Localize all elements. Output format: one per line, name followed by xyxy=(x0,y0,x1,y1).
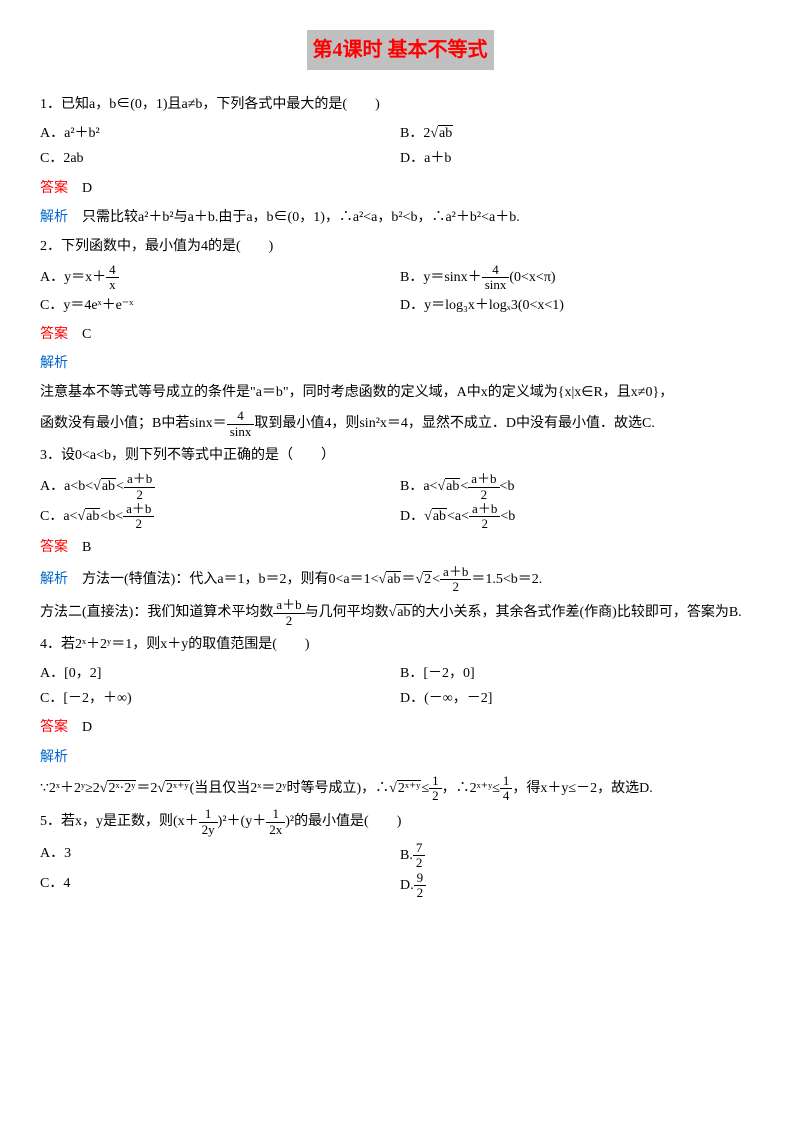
q4-answer: 答案 D xyxy=(40,715,760,740)
q4-opt-c: C．[－2，＋∞) xyxy=(40,686,400,711)
sqrt-icon: 2ˣ·2ʸ xyxy=(100,776,137,801)
fraction: 12 xyxy=(429,774,442,804)
fraction: 72 xyxy=(413,841,426,871)
q5-opt-d: D.92 xyxy=(400,871,760,901)
q2-analysis-label: 解析 xyxy=(40,351,760,376)
q4-options: A．[0，2] B．[－2，0] C．[－2，＋∞) D．(－∞，－2] xyxy=(40,661,760,711)
fraction: 92 xyxy=(414,871,427,901)
fraction: 4x xyxy=(106,263,119,293)
q1-options: A．a²＋b² B．2ab C．2ab D．a＋b xyxy=(40,121,760,171)
q2-opt-b: B．y＝sinx＋4sinx(0<x<π) xyxy=(400,263,760,293)
q2-answer: 答案 C xyxy=(40,322,760,347)
fraction: a＋b2 xyxy=(468,472,499,502)
q5-stem: 5．若x，y是正数，则(x＋12y)²＋(y＋12x)²的最小值是( ) xyxy=(40,807,760,837)
q2-analysis-2: 函数没有最小值；B中若sinx＝4sinx取到最小值4，则sin²x＝4，显然不… xyxy=(40,409,760,439)
sqrt-icon: ab xyxy=(437,474,460,499)
q1-stem: 1．已知a，b∈(0，1)且a≠b，下列各式中最大的是( ) xyxy=(40,92,760,117)
q4-opt-d: D．(－∞，－2] xyxy=(400,686,760,711)
sqrt-icon: ab xyxy=(389,600,412,625)
q4-opt-b: B．[－2，0] xyxy=(400,661,760,686)
q1-analysis: 解析 只需比较a²＋b²与a＋b.由于a，b∈(0，1)，∴a²<a，b²<b，… xyxy=(40,205,760,230)
fraction: 4sinx xyxy=(227,409,255,439)
sqrt-icon: ab xyxy=(93,474,116,499)
q3-options: A．a<b<ab<a＋b2 B．a<ab<a＋b2<b C．a<ab<b<a＋b… xyxy=(40,472,760,531)
q2-opt-c: C．y＝4eˣ＋e⁻ˣ xyxy=(40,293,400,318)
q2-analysis-1: 注意基本不等式等号成立的条件是"a＝b"，同时考虑函数的定义域，A中x的定义域为… xyxy=(40,380,760,405)
fraction: a＋b2 xyxy=(123,502,154,532)
fraction: a＋b2 xyxy=(440,565,471,595)
q1-opt-c: C．2ab xyxy=(40,146,400,171)
q4-stem: 4．若2ˣ＋2ʸ＝1，则x＋y的取值范围是( ) xyxy=(40,632,760,657)
sqrt-icon: ab xyxy=(379,567,402,592)
q5-opt-c: C．4 xyxy=(40,871,400,901)
sqrt-icon: 2ˣ⁺ʸ xyxy=(389,776,421,801)
q3-answer: 答案 B xyxy=(40,535,760,560)
q1-opt-a: A．a²＋b² xyxy=(40,121,400,146)
fraction: a＋b2 xyxy=(124,472,155,502)
q5-opt-b: B.72 xyxy=(400,841,760,871)
sqrt-icon: 2ˣ⁺ʸ xyxy=(157,776,189,801)
fraction: 4sinx xyxy=(482,263,510,293)
fraction: 12x xyxy=(266,807,285,837)
q3-stem: 3．设0<a<b，则下列不等式中正确的是（ ） xyxy=(40,443,760,468)
sqrt-icon: ab xyxy=(424,504,447,529)
sqrt-icon: 2 xyxy=(415,567,432,592)
q5-options: A．3 B.72 C．4 D.92 xyxy=(40,841,760,900)
q1-opt-b: B．2ab xyxy=(400,121,760,146)
q3-opt-d: D．ab<a<a＋b2<b xyxy=(400,502,760,532)
sqrt-icon: ab xyxy=(430,121,453,146)
q1-answer: 答案 D xyxy=(40,176,760,201)
q1-opt-d: D．a＋b xyxy=(400,146,760,171)
q2-opt-a: A．y＝x＋4x xyxy=(40,263,400,293)
q4-analysis-label: 解析 xyxy=(40,745,760,770)
q5-opt-a: A．3 xyxy=(40,841,400,871)
q3-opt-b: B．a<ab<a＋b2<b xyxy=(400,472,760,502)
q4-opt-a: A．[0，2] xyxy=(40,661,400,686)
q3-opt-c: C．a<ab<b<a＋b2 xyxy=(40,502,400,532)
q4-analysis: ∵2ˣ＋2ʸ≥22ˣ·2ʸ＝22ˣ⁺ʸ(当且仅当2ˣ＝2ʸ时等号成立)，∴2ˣ⁺… xyxy=(40,774,760,804)
fraction: 12y xyxy=(199,807,218,837)
title-wrap: 第4课时 基本不等式 xyxy=(40,30,760,82)
q2-stem: 2．下列函数中，最小值为4的是( ) xyxy=(40,234,760,259)
q2-opt-d: D．y＝log₃x＋logₓ3(0<x<1) xyxy=(400,293,760,318)
fraction: a＋b2 xyxy=(273,598,304,628)
q3-opt-a: A．a<b<ab<a＋b2 xyxy=(40,472,400,502)
fraction: 14 xyxy=(500,774,513,804)
fraction: a＋b2 xyxy=(469,502,500,532)
q3-analysis-1: 解析 方法一(特值法)：代入a＝1，b＝2，则有0<a＝1<ab＝2<a＋b2＝… xyxy=(40,565,760,595)
sqrt-icon: ab xyxy=(77,504,100,529)
q2-options: A．y＝x＋4x B．y＝sinx＋4sinx(0<x<π) C．y＝4eˣ＋e… xyxy=(40,263,760,318)
page-title: 第4课时 基本不等式 xyxy=(307,30,494,70)
q3-analysis-2: 方法二(直接法)：我们知道算术平均数a＋b2与几何平均数ab的大小关系，其余各式… xyxy=(40,598,760,628)
